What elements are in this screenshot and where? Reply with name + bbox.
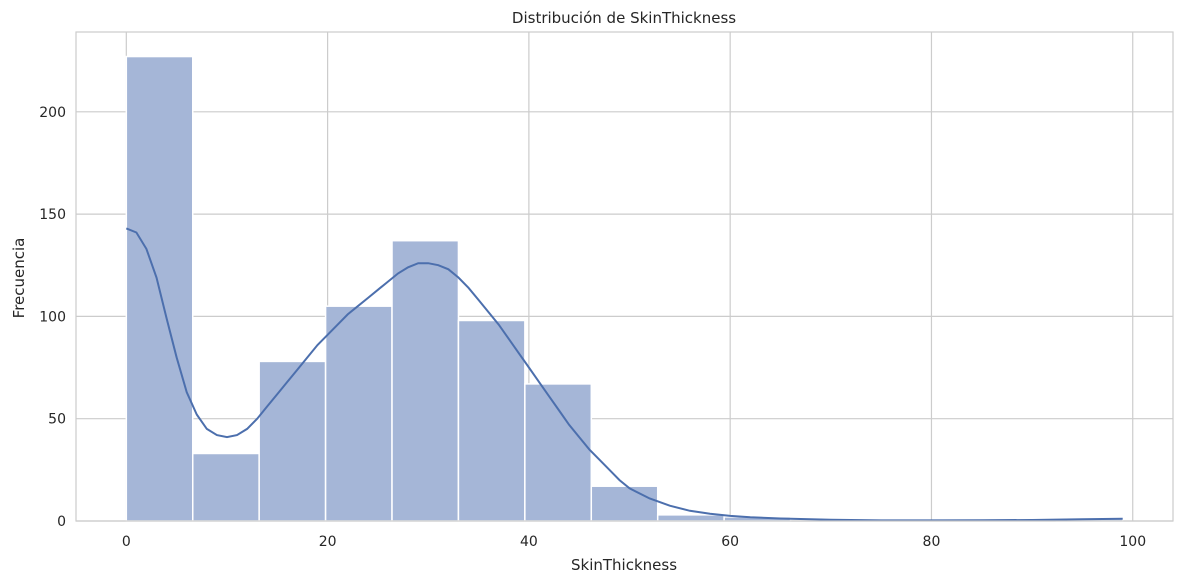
x-tick-label: 0	[122, 534, 131, 550]
histogram-bar	[656, 514, 725, 522]
histogram-bar	[324, 305, 393, 522]
grid-layer	[76, 32, 1173, 522]
chart-title: Distribución de SkinThickness	[512, 9, 736, 27]
y-tick-label: 150	[39, 207, 66, 223]
bars-layer	[125, 55, 1124, 522]
histogram-bar	[191, 452, 260, 522]
histogram-bar	[524, 383, 593, 522]
y-tick-labels: 0 50 100 150 200	[39, 105, 66, 530]
y-tick-label: 0	[57, 514, 66, 530]
x-tick-labels: 0 20 40 60 80 100	[122, 534, 1146, 550]
y-tick-label: 100	[39, 309, 66, 325]
x-tick-label: 60	[721, 534, 739, 550]
y-tick-label: 50	[48, 412, 66, 428]
x-tick-label: 80	[923, 534, 941, 550]
plot-frame	[75, 31, 1174, 522]
histogram-bar	[590, 485, 659, 522]
y-axis-label: Frecuencia	[10, 238, 28, 319]
x-tick-label: 40	[520, 534, 538, 550]
histogram-bar	[391, 239, 460, 522]
x-axis-label: SkinThickness	[571, 556, 677, 574]
kde-line	[125, 227, 1123, 522]
y-tick-label: 200	[39, 105, 66, 121]
histogram-bar	[457, 319, 526, 522]
x-tick-label: 100	[1119, 534, 1146, 550]
histogram-bar	[258, 360, 327, 522]
x-tick-label: 20	[319, 534, 337, 550]
